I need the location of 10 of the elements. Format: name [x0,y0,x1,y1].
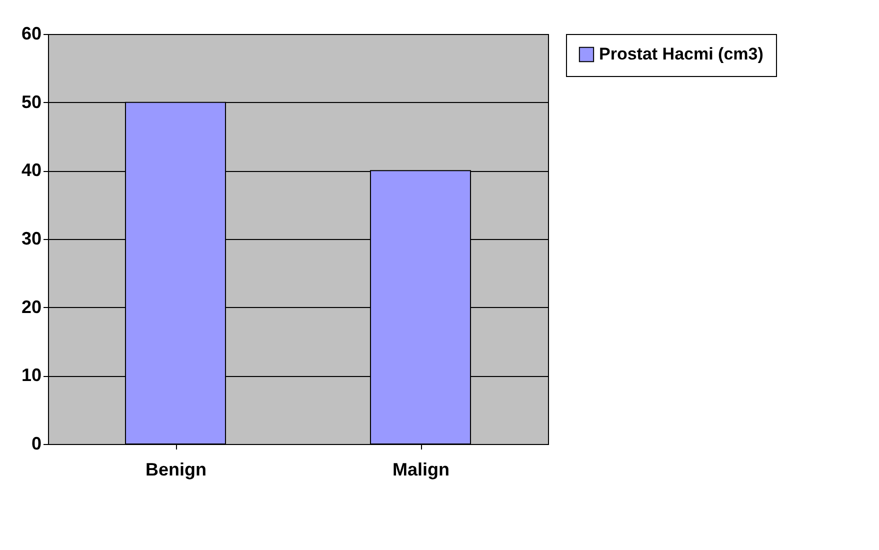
y-tick-label: 50 [21,92,42,112]
x-tick-label: Malign [392,460,450,480]
legend-label: Prostat Hacmi (cm3) [599,44,764,64]
y-tick-label: 30 [21,228,42,248]
x-tick-label: Benign [146,460,206,480]
y-tick-label: 20 [21,296,42,317]
y-tick-label: 10 [21,365,42,386]
y-tick-label: 0 [31,434,42,454]
y-tick-label: 60 [21,24,42,44]
y-tick-label: 40 [21,160,42,180]
